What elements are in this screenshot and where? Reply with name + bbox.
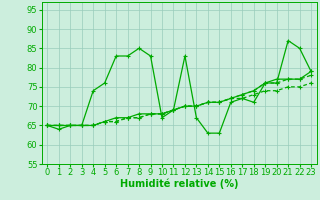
X-axis label: Humidité relative (%): Humidité relative (%): [120, 179, 238, 189]
